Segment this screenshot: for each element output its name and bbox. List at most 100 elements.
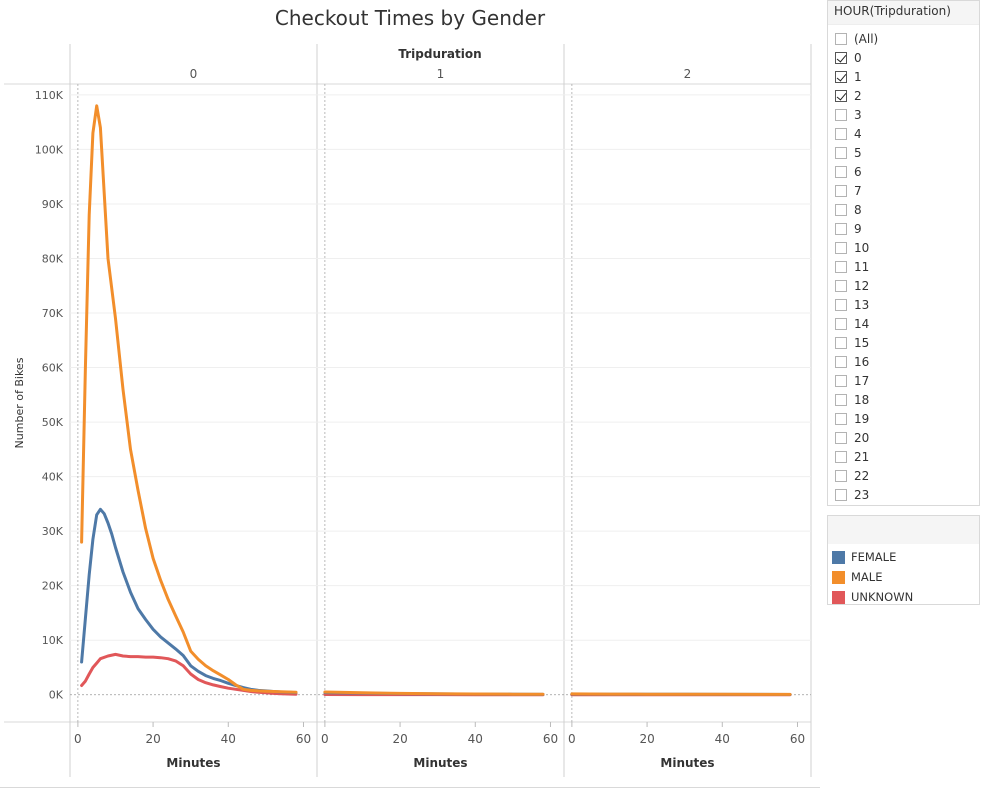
checkbox-unchecked[interactable] [835,146,847,159]
legend-panel: FEMALE MALE UNKNOWN [827,515,980,605]
filter-item-label: (All) [854,31,879,46]
filter-item[interactable]: 19 [835,409,979,428]
filter-item-label: 21 [854,449,870,464]
filter-item-label: 18 [854,392,870,407]
filter-item[interactable]: 10 [835,238,979,257]
legend-label: MALE [851,570,883,584]
x-tick-label: 0 [74,732,82,746]
filter-item[interactable]: 4 [835,124,979,143]
filter-item-label: 7 [854,183,862,198]
checkbox-unchecked[interactable] [835,317,847,330]
filter-item[interactable]: 20 [835,428,979,447]
checkbox-unchecked[interactable] [835,260,847,273]
checkbox-unchecked[interactable] [835,241,847,254]
checkbox-unchecked[interactable] [835,203,847,216]
legend-swatch [832,550,845,564]
filter-item[interactable]: 2 [835,86,979,105]
x-tick-label: 40 [221,732,236,746]
checkbox-unchecked[interactable] [835,450,847,463]
filter-item[interactable]: 13 [835,295,979,314]
filter-item[interactable]: 14 [835,314,979,333]
checkbox-unchecked[interactable] [835,165,847,178]
checkbox-unchecked[interactable] [835,336,847,349]
checkbox-unchecked[interactable] [835,298,847,311]
x-tick-label: 0 [568,732,576,746]
checkbox-unchecked[interactable] [835,488,847,501]
filter-item[interactable]: 5 [835,143,979,162]
legend-list: FEMALE MALE UNKNOWN [828,547,979,607]
y-tick-label: 30K [42,525,64,538]
filter-item-label: 5 [854,145,862,160]
y-tick-label: 10K [42,634,64,647]
checkbox-checked[interactable] [835,70,847,83]
legend-header [828,516,979,544]
filter-item-label: 9 [854,221,862,236]
filter-item[interactable]: 16 [835,352,979,371]
y-tick-label: 70K [42,307,64,320]
series-line-female [80,507,298,695]
x-tick-label: 60 [543,732,558,746]
checkbox-unchecked[interactable] [835,393,847,406]
x-tick-label: 60 [296,732,311,746]
filter-item[interactable]: 12 [835,276,979,295]
filter-item[interactable]: 17 [835,371,979,390]
checkbox-unchecked[interactable] [835,469,847,482]
series-line-male [570,692,792,696]
legend-item[interactable]: FEMALE [832,547,979,567]
filter-item-label: 0 [854,50,862,65]
checkbox-unchecked[interactable] [835,184,847,197]
chart-area: Checkout Times by Gender Tripduration 0 1 2… [0,6,820,788]
checkbox-unchecked[interactable] [835,279,847,292]
checkbox-unchecked[interactable] [835,431,847,444]
checkbox-unchecked[interactable] [835,32,847,45]
filter-item[interactable]: 21 [835,447,979,466]
x-tick-label: 0 [321,732,329,746]
filter-item-label: 6 [854,164,862,179]
filter-item-label: 1 [854,69,862,84]
filter-item[interactable]: 9 [835,219,979,238]
filter-header: HOUR(Tripduration) [828,1,979,25]
filter-item[interactable]: 8 [835,200,979,219]
checkbox-checked[interactable] [835,51,847,64]
hour-filter-panel: HOUR(Tripduration) (All) 0 1 2 3 4 5 6 7 8 9 10 11 12… [827,0,980,506]
checkbox-unchecked[interactable] [835,412,847,425]
legend-item[interactable]: MALE [832,567,979,587]
panel-header: 1 [437,67,445,81]
filter-item-label: 10 [854,240,870,255]
filter-item[interactable]: 1 [835,67,979,86]
checkbox-checked[interactable] [835,89,847,102]
panel-header: 0 [190,67,198,81]
chart-bottom-border [0,787,820,788]
legend-item[interactable]: UNKNOWN [832,587,979,607]
y-tick-label: 0K [49,689,64,702]
y-axis-label: Number of Bikes [13,357,26,448]
checkbox-unchecked[interactable] [835,222,847,235]
filter-item-label: 15 [854,335,870,350]
series-line-unknown [80,652,298,696]
filter-item[interactable]: 6 [835,162,979,181]
filter-item-label: 20 [854,430,870,445]
checkbox-unchecked[interactable] [835,374,847,387]
filter-item[interactable]: 22 [835,466,979,485]
filter-item-label: 3 [854,107,862,122]
x-tick-label: 20 [392,732,407,746]
y-tick-label: 110K [35,89,64,102]
checkbox-unchecked[interactable] [835,108,847,121]
x-axis-label: Minutes [660,756,714,770]
filter-item-label: 16 [854,354,870,369]
filter-item[interactable]: 23 [835,485,979,504]
checkbox-unchecked[interactable] [835,127,847,140]
filter-item[interactable]: 11 [835,257,979,276]
filter-item[interactable]: (All) [835,29,979,48]
checkbox-unchecked[interactable] [835,355,847,368]
filter-item-label: 14 [854,316,870,331]
filter-item[interactable]: 3 [835,105,979,124]
legend-swatch [832,570,845,584]
filter-item[interactable]: 18 [835,390,979,409]
filter-item[interactable]: 7 [835,181,979,200]
filter-item-label: 19 [854,411,870,426]
filter-item[interactable]: 0 [835,48,979,67]
x-tick-label: 40 [715,732,730,746]
filter-item[interactable]: 15 [835,333,979,352]
